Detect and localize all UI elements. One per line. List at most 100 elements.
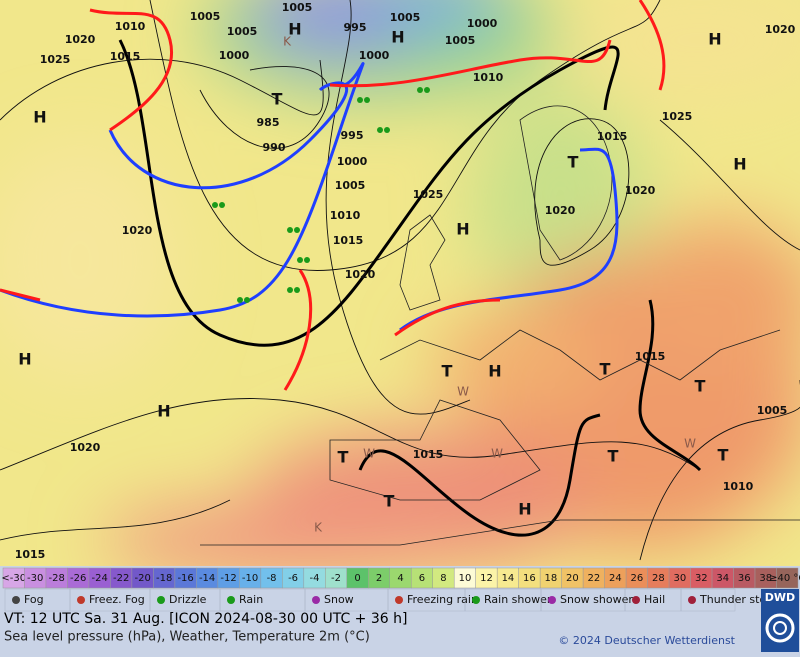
pressure-centre: H (708, 30, 721, 49)
scale-label: 0 (354, 573, 360, 584)
scale-label: -24 (92, 573, 108, 584)
scale-label: 16 (523, 573, 536, 584)
isobar-label: 990 (263, 141, 286, 154)
legend-label: Thunder storm (699, 593, 781, 606)
legend-icon (395, 596, 403, 604)
pressure-centre: T (568, 153, 579, 172)
isobar-label: 1025 (662, 110, 693, 123)
rain-symbol (417, 87, 423, 93)
scale-label: -26 (70, 573, 86, 584)
scale-label: 26 (630, 573, 643, 584)
pressure-centre: H (488, 362, 501, 381)
legend-icon (227, 596, 235, 604)
valid-time: VT: 12 UTC Sa. 31 Aug. [ICON 2024-08-30 … (4, 611, 407, 627)
pressure-centre: H (391, 28, 404, 47)
scale-label: 20 (566, 573, 579, 584)
pressure-centre: H (456, 220, 469, 239)
scale-label: -12 (220, 573, 236, 584)
legend-icon (548, 596, 556, 604)
scale-label: 14 (502, 573, 515, 584)
rain-symbol (384, 127, 390, 133)
isobar-label: 1015 (333, 234, 364, 247)
weather-mark: W (363, 447, 375, 461)
isobar-label: 1005 (190, 10, 221, 23)
isobar-label: 985 (257, 116, 280, 129)
scale-label: -8 (267, 573, 277, 584)
scale-label: 8 (440, 573, 446, 584)
legend-label: Rain (239, 593, 263, 606)
isobar-label: 1025 (413, 188, 444, 201)
rain-symbol (244, 297, 250, 303)
isobar-label: 1005 (227, 25, 258, 38)
scale-label: 34 (716, 573, 729, 584)
dwd-logo-swirl-inner (773, 621, 787, 635)
fronts (0, 0, 666, 391)
legend-icon (157, 596, 165, 604)
rain-symbol (364, 97, 370, 103)
scale-label: 4 (397, 573, 403, 584)
legend-label: Rain shower (484, 593, 552, 606)
rain-symbol (377, 127, 383, 133)
scale-label: ≥40 °C (769, 573, 800, 584)
scale-label: -4 (310, 573, 320, 584)
temperature-scale: <-30 -30 -28 -26 -24 -22 -20 -18 -16 -14 -12 -10 -8-… (1, 567, 800, 589)
rain-symbol (212, 202, 218, 208)
pressure-centre: H (733, 155, 746, 174)
map-area: 1005 1010 1020 1025 1015 1005 995 1005 1000 1005 1… (0, 0, 800, 566)
isobar-label: 1000 (219, 49, 250, 62)
legend-icon (77, 596, 85, 604)
pressure-centre: T (384, 492, 395, 511)
pressure-centre: H (33, 108, 46, 127)
scale-label: 24 (609, 573, 622, 584)
isobar-label: 1005 (445, 34, 476, 47)
pressure-centre: H (18, 350, 31, 369)
scale-label: -14 (199, 573, 215, 584)
isobar-label: 1020 (765, 23, 796, 36)
scale-label: -28 (49, 573, 65, 584)
scale-label: -10 (242, 573, 258, 584)
rain-symbol (219, 202, 225, 208)
pressure-centre: H (157, 402, 170, 421)
pressure-centre: T (600, 360, 611, 379)
weather-mark: K (283, 35, 292, 49)
isobar-label: 1005 (335, 179, 366, 192)
scale-label: -22 (113, 573, 129, 584)
isobar-label: 1010 (115, 20, 146, 33)
legend-label: Freezing rain (407, 593, 478, 606)
legend-icon (472, 596, 480, 604)
pressure-centre: T (442, 362, 453, 381)
pressure-centre: T (272, 90, 283, 109)
rain-symbol (287, 287, 293, 293)
scale-label: <-30 (1, 573, 26, 584)
isobar-label: 1005 (282, 1, 313, 14)
scale-label: -18 (156, 573, 172, 584)
isobar-label: 1005 (390, 11, 421, 24)
dwd-logo-text: DWD (765, 591, 795, 604)
scale-label: 2 (376, 573, 382, 584)
legend-label: Hail (644, 593, 665, 606)
isobar-label: 995 (344, 21, 367, 34)
isobar-label: 1000 (337, 155, 368, 168)
rain-symbol (424, 87, 430, 93)
rain-symbol (357, 97, 363, 103)
pressure-centre: T (338, 448, 349, 467)
isobar-label: 1020 (545, 204, 576, 217)
scale-label: 18 (545, 573, 558, 584)
rain-symbol (294, 227, 300, 233)
isobars (0, 0, 800, 561)
isobar-label: 1015 (597, 130, 628, 143)
isobar-label: 1015 (110, 50, 141, 63)
scale-label: 6 (419, 573, 425, 584)
legend-icon (12, 596, 20, 604)
weather-mark: W (684, 437, 696, 451)
scale-label: 38 (759, 573, 772, 584)
legend-label: Snow shower (560, 593, 633, 606)
weather-mark: W (491, 447, 503, 461)
legend-icon (688, 596, 696, 604)
isobar-label: 1020 (625, 184, 656, 197)
temperature-field (0, 0, 800, 566)
isobar-label: 1025 (40, 53, 71, 66)
pressure-centre: T (608, 447, 619, 466)
